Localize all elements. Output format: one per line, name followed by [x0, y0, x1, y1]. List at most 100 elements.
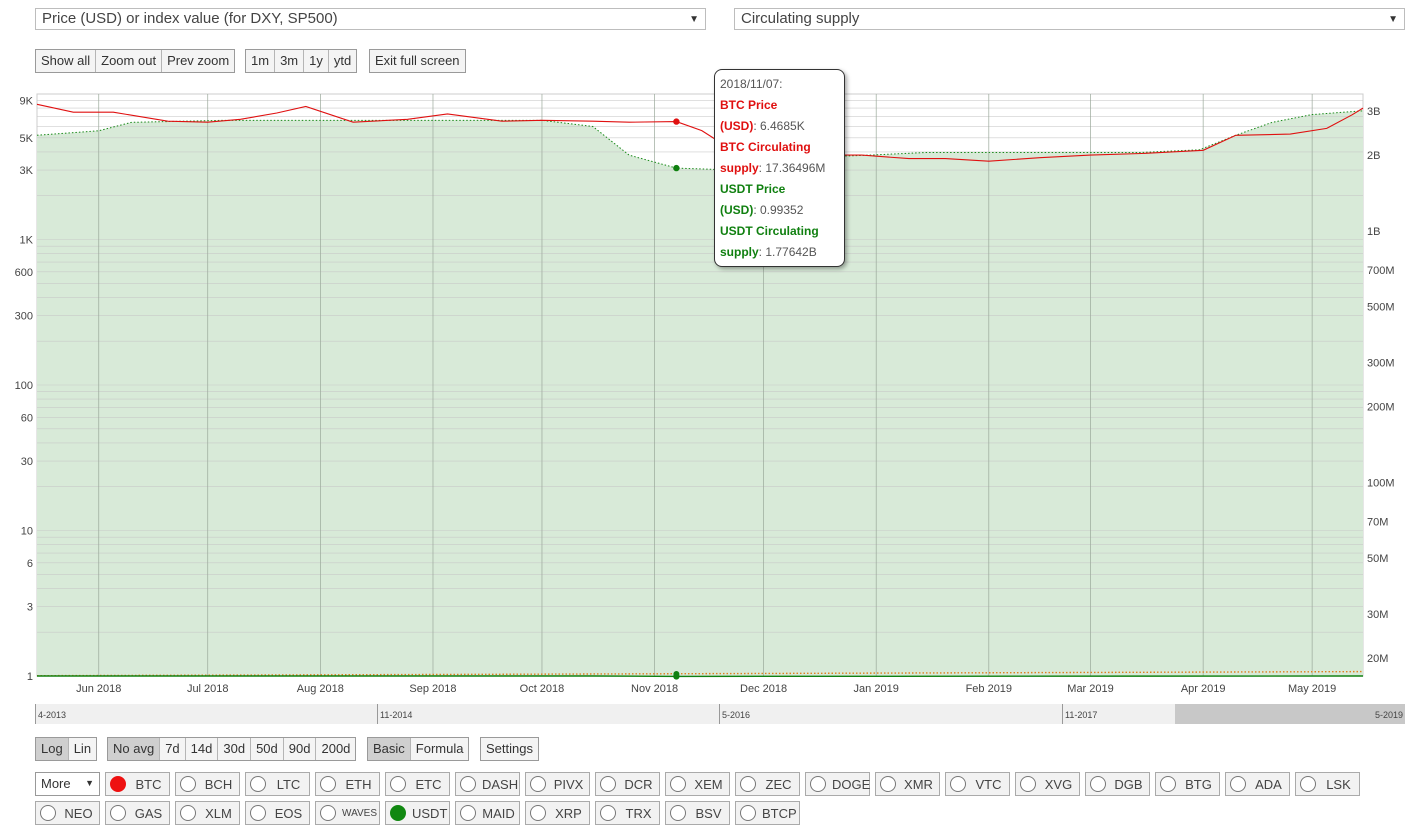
tooltip-btc-supply-label: BTC Circulating [720, 140, 811, 154]
avg-14d-button[interactable]: 14d [185, 738, 219, 760]
left-axis-tick-label: 5K [20, 133, 34, 145]
range-1m-button[interactable]: 1m [246, 50, 276, 72]
radio-icon [600, 805, 616, 821]
coin-toggle-neo[interactable]: NEO [35, 801, 100, 825]
avg-7d-button[interactable]: 7d [160, 738, 186, 760]
left-axis-select[interactable]: Price (USD) or index value (for DXY, SP5… [35, 8, 706, 30]
lin-scale-button[interactable]: Lin [68, 738, 97, 760]
price-supply-chart[interactable]: 9K 5K 3K 1K 600 300 100 60 30 10 6 3 1 3B 2B 1B 700M 500M… [0, 86, 1412, 702]
hover-point [673, 164, 680, 172]
range-ytd-button[interactable]: ytd [328, 50, 357, 72]
coin-toggle-bsv[interactable]: BSV [665, 801, 730, 825]
left-axis-tick-label: 9K [20, 96, 34, 108]
prev-zoom-button[interactable]: Prev zoom [162, 50, 235, 72]
usdt-supply-line [36, 110, 1364, 171]
coin-toggle-doge[interactable]: DOGE [805, 772, 870, 796]
more-coins-label: More [41, 776, 71, 791]
basic-mode-button[interactable]: Basic [368, 738, 411, 760]
settings-button[interactable]: Settings [481, 738, 538, 760]
avg-90d-button[interactable]: 90d [283, 738, 317, 760]
coin-toggle-maid[interactable]: MAID [455, 801, 520, 825]
left-axis-select-value: Price (USD) or index value (for DXY, SP5… [42, 10, 338, 27]
right-axis-tick-label: 500M [1367, 302, 1395, 314]
range-navigator[interactable]: 4-2013 11-2014 5-2016 11-2017 5-2019 [35, 704, 1405, 724]
coin-toggle-xvg[interactable]: XVG [1015, 772, 1080, 796]
left-axis-tick-label: 1K [20, 235, 34, 247]
coin-toggle-trx[interactable]: TRX [595, 801, 660, 825]
more-coins-select[interactable]: More ▼ [35, 772, 100, 796]
coin-toggle-btg[interactable]: BTG [1155, 772, 1220, 796]
coin-toggle-etc[interactable]: ETC [385, 772, 450, 796]
coin-label: XLM [205, 805, 232, 821]
radio-icon [600, 776, 616, 792]
right-axis-select[interactable]: Circulating supply ▼ [734, 8, 1405, 30]
avg-50d-button[interactable]: 50d [251, 738, 284, 760]
coin-toggle-eos[interactable]: EOS [245, 801, 310, 825]
x-axis-tick-label: Aug 2018 [297, 683, 344, 695]
coin-toggle-usdt[interactable]: USDT [385, 801, 450, 825]
coin-toggle-gas[interactable]: GAS [105, 801, 170, 825]
range-1y-button[interactable]: 1y [304, 50, 329, 72]
show-all-button[interactable]: Show all [36, 50, 97, 72]
coin-label: WAVES [342, 807, 378, 819]
coin-toggle-lsk[interactable]: LSK [1295, 772, 1360, 796]
tooltip-usdt-supply-label: USDT Circulating [720, 224, 819, 238]
chevron-down-icon: ▼ [85, 778, 94, 788]
coin-toggle-xlm[interactable]: XLM [175, 801, 240, 825]
radio-icon [320, 776, 336, 792]
right-axis-tick-label: 20M [1367, 653, 1388, 665]
x-axis-tick-label: Jun 2018 [76, 683, 121, 695]
radio-icon [460, 776, 476, 792]
log-scale-button[interactable]: Log [36, 738, 69, 760]
coin-toggle-dcr[interactable]: DCR [595, 772, 660, 796]
coin-toggle-xem[interactable]: XEM [665, 772, 730, 796]
coin-toggle-bch[interactable]: BCH [175, 772, 240, 796]
coin-toggle-waves[interactable]: WAVES [315, 801, 380, 825]
no-avg-button[interactable]: No avg [108, 738, 161, 760]
tooltip-btc-supply-value: : 17.36496M [758, 161, 826, 175]
coin-label: BSV [695, 805, 722, 821]
series-line-btc-circulating-supply [36, 670, 1364, 677]
left-axis-tick-label: 10 [21, 526, 33, 538]
avg-30d-button[interactable]: 30d [218, 738, 252, 760]
coin-toggle-ltc[interactable]: LTC [245, 772, 310, 796]
right-axis-tick-label: 3B [1367, 106, 1380, 118]
coin-label: BCH [204, 776, 233, 792]
tooltip-usdt-price-value: : 0.99352 [753, 203, 804, 217]
tooltip-date: 2018/11/07: [720, 77, 783, 91]
coin-toggle-ada[interactable]: ADA [1225, 772, 1290, 796]
coin-toggle-xmr[interactable]: XMR [875, 772, 940, 796]
coin-toggle-vtc[interactable]: VTC [945, 772, 1010, 796]
coin-toggle-btcp[interactable]: BTCP [735, 801, 800, 825]
coin-toggle-dash[interactable]: DASH [455, 772, 520, 796]
avg-200d-button[interactable]: 200d [316, 738, 356, 760]
formula-mode-button[interactable]: Formula [410, 738, 469, 760]
radio-icon [390, 805, 406, 821]
radio-icon [110, 776, 126, 792]
coin-toggle-btc[interactable]: BTC [105, 772, 170, 796]
radio-icon [250, 805, 266, 821]
radio-icon [740, 776, 756, 792]
hover-point [673, 118, 680, 125]
chevron-down-icon: ▼ [689, 14, 699, 25]
hover-tooltip: 2018/11/07: BTC Price (USD): 6.4685K BTC… [714, 69, 845, 267]
radio-icon [1230, 776, 1246, 792]
coin-toggle-pivx[interactable]: PIVX [525, 772, 590, 796]
tooltip-btc-price-row: (USD): 6.4685K [720, 116, 839, 137]
coin-toggle-dgb[interactable]: DGB [1085, 772, 1150, 796]
coin-toggle-zec[interactable]: ZEC [735, 772, 800, 796]
radio-icon [390, 776, 406, 792]
coin-toggle-eth[interactable]: ETH [315, 772, 380, 796]
zoom-out-button[interactable]: Zoom out [96, 50, 163, 72]
exit-full-screen-button[interactable]: Exit full screen [370, 50, 465, 72]
range-3m-button[interactable]: 3m [275, 50, 305, 72]
right-axis-tick-label: 50M [1367, 553, 1388, 565]
coin-label: DCR [624, 776, 653, 792]
zoom-controls: Show all Zoom out Prev zoom [35, 49, 236, 73]
navigator-selection[interactable] [1175, 704, 1405, 724]
radio-icon [1090, 776, 1106, 792]
coin-toggle-xrp[interactable]: XRP [525, 801, 590, 825]
coin-label: BTC [135, 776, 162, 792]
left-axis-tick-label: 60 [21, 412, 33, 424]
coin-label: ETH [345, 776, 372, 792]
